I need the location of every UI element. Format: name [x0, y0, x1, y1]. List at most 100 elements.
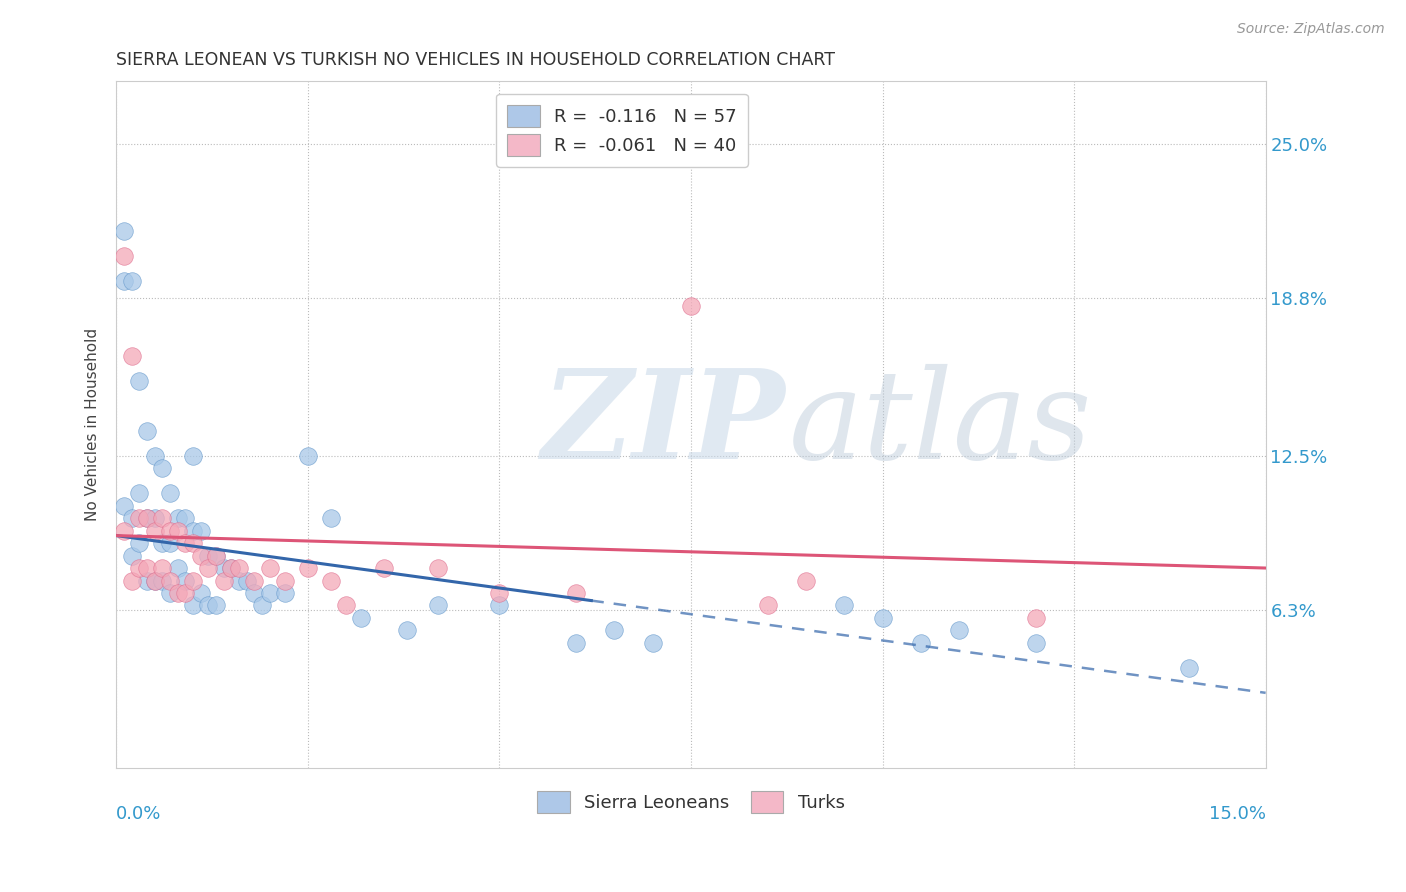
Point	[143, 449, 166, 463]
Point	[166, 586, 188, 600]
Point	[181, 449, 204, 463]
Point	[135, 561, 157, 575]
Point	[259, 586, 281, 600]
Point	[373, 561, 395, 575]
Point	[297, 449, 319, 463]
Point	[159, 586, 181, 600]
Point	[150, 561, 173, 575]
Point	[274, 574, 297, 588]
Point	[128, 486, 150, 500]
Point	[205, 599, 228, 613]
Point	[112, 274, 135, 288]
Point	[159, 574, 181, 588]
Point	[128, 374, 150, 388]
Point	[679, 299, 702, 313]
Point	[121, 549, 143, 563]
Point	[197, 549, 219, 563]
Point	[212, 561, 235, 575]
Point	[219, 561, 242, 575]
Point	[128, 536, 150, 550]
Point	[250, 599, 273, 613]
Point	[135, 574, 157, 588]
Point	[197, 561, 219, 575]
Point	[319, 511, 342, 525]
Point	[335, 599, 357, 613]
Text: 0.0%: 0.0%	[117, 805, 162, 823]
Point	[259, 561, 281, 575]
Point	[205, 549, 228, 563]
Point	[150, 461, 173, 475]
Point	[112, 224, 135, 238]
Point	[181, 599, 204, 613]
Text: atlas: atlas	[789, 364, 1092, 485]
Point	[135, 511, 157, 525]
Text: 15.0%: 15.0%	[1209, 805, 1265, 823]
Point	[143, 524, 166, 538]
Point	[159, 486, 181, 500]
Point	[488, 599, 510, 613]
Point	[212, 574, 235, 588]
Point	[150, 511, 173, 525]
Point	[427, 599, 450, 613]
Point	[228, 574, 250, 588]
Text: SIERRA LEONEAN VS TURKISH NO VEHICLES IN HOUSEHOLD CORRELATION CHART: SIERRA LEONEAN VS TURKISH NO VEHICLES IN…	[117, 51, 835, 69]
Point	[181, 536, 204, 550]
Point	[143, 574, 166, 588]
Point	[948, 624, 970, 638]
Point	[121, 349, 143, 363]
Point	[603, 624, 626, 638]
Point	[488, 586, 510, 600]
Point	[228, 561, 250, 575]
Point	[756, 599, 779, 613]
Point	[166, 561, 188, 575]
Point	[166, 524, 188, 538]
Point	[565, 586, 588, 600]
Point	[794, 574, 817, 588]
Point	[121, 511, 143, 525]
Point	[159, 536, 181, 550]
Point	[219, 561, 242, 575]
Point	[135, 424, 157, 438]
Point	[128, 511, 150, 525]
Point	[319, 574, 342, 588]
Point	[872, 611, 894, 625]
Point	[832, 599, 855, 613]
Legend: Sierra Leoneans, Turks: Sierra Leoneans, Turks	[530, 784, 852, 821]
Point	[112, 524, 135, 538]
Point	[112, 249, 135, 263]
Point	[174, 586, 197, 600]
Point	[143, 511, 166, 525]
Point	[1025, 636, 1047, 650]
Point	[396, 624, 419, 638]
Point	[159, 524, 181, 538]
Point	[174, 511, 197, 525]
Point	[190, 524, 212, 538]
Point	[190, 549, 212, 563]
Point	[181, 574, 204, 588]
Point	[427, 561, 450, 575]
Point	[174, 536, 197, 550]
Point	[135, 511, 157, 525]
Point	[121, 574, 143, 588]
Point	[181, 524, 204, 538]
Point	[166, 511, 188, 525]
Point	[128, 561, 150, 575]
Point	[174, 574, 197, 588]
Point	[350, 611, 373, 625]
Point	[641, 636, 664, 650]
Point	[243, 586, 266, 600]
Point	[143, 574, 166, 588]
Point	[565, 636, 588, 650]
Point	[205, 549, 228, 563]
Point	[274, 586, 297, 600]
Text: ZIP: ZIP	[541, 364, 786, 485]
Point	[1178, 661, 1201, 675]
Point	[197, 599, 219, 613]
Point	[190, 586, 212, 600]
Point	[243, 574, 266, 588]
Point	[121, 274, 143, 288]
Y-axis label: No Vehicles in Household: No Vehicles in Household	[86, 328, 100, 521]
Point	[910, 636, 932, 650]
Point	[297, 561, 319, 575]
Point	[235, 574, 257, 588]
